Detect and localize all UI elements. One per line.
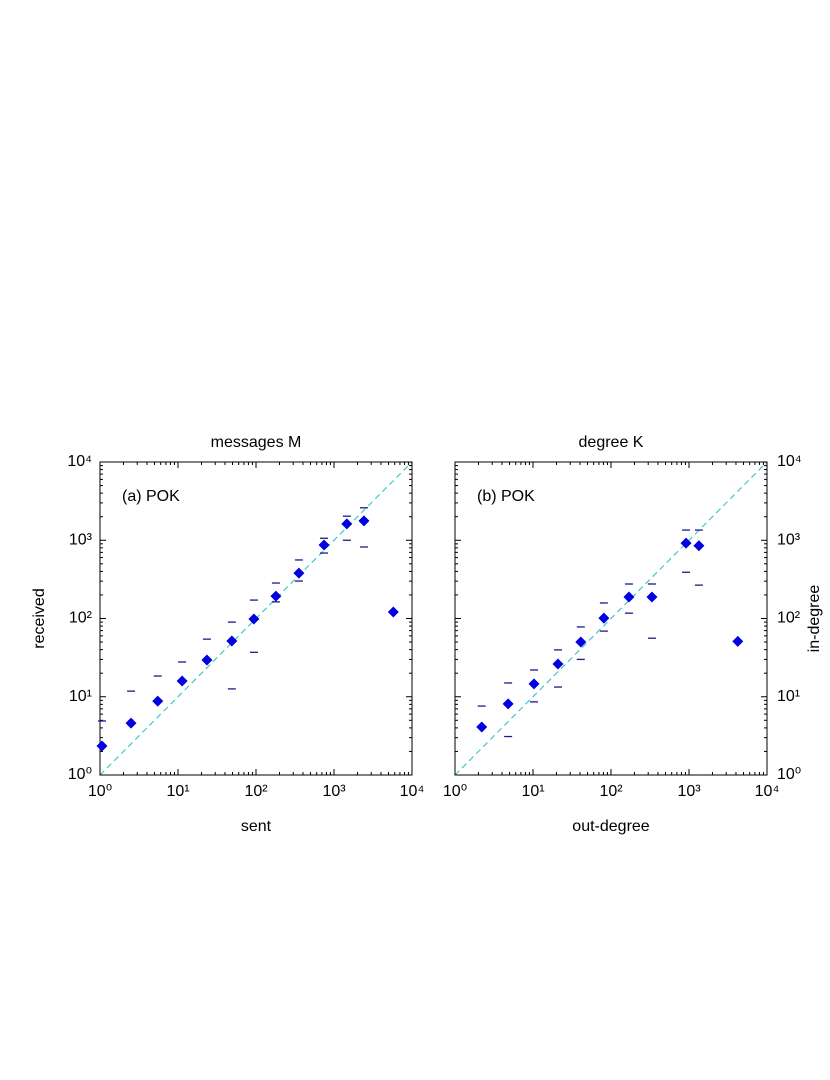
point	[152, 695, 164, 707]
point	[293, 567, 305, 579]
reference-line	[454, 461, 768, 776]
chart-title: messages M	[211, 434, 302, 451]
point	[248, 613, 260, 625]
point	[358, 515, 370, 527]
point	[96, 740, 108, 752]
x-tick-label: 10⁴	[400, 783, 425, 800]
annotation: (a) POK	[122, 488, 180, 505]
y-axis-label: in-degree	[806, 585, 823, 653]
x-tick-label: 10³	[322, 783, 346, 800]
point	[270, 590, 282, 602]
point	[575, 636, 587, 648]
point	[341, 518, 353, 530]
y-axis-label: received	[31, 588, 48, 648]
point	[387, 606, 399, 618]
point	[176, 675, 188, 687]
x-tick-label: 10⁰	[443, 783, 467, 800]
point	[732, 635, 744, 647]
x-axis-label: out-degree	[572, 818, 649, 835]
point	[646, 591, 658, 603]
y-tick-label: 10²	[777, 610, 801, 627]
point	[201, 654, 213, 666]
point	[502, 698, 514, 710]
y-tick-label: 10³	[777, 531, 801, 548]
y-tick-label: 10²	[69, 610, 93, 627]
y-tick-label: 10³	[69, 531, 93, 548]
point	[598, 612, 610, 624]
y-tick-label: 10⁴	[67, 453, 92, 470]
y-tick-label: 10⁰	[68, 766, 92, 783]
x-tick-label: 10³	[677, 783, 701, 800]
x-tick-label: 10²	[599, 783, 623, 800]
x-tick-label: 10⁴	[755, 783, 780, 800]
point	[528, 678, 540, 690]
point	[318, 539, 330, 551]
y-tick-label: 10¹	[777, 688, 800, 705]
x-tick-label: 10¹	[521, 783, 544, 800]
y-tick-label: 10⁰	[777, 766, 801, 783]
panel: 10⁰ 10¹ 10² 10³ 10⁴ 10⁰ 10¹ 10² 10³ 10⁴ messages M…	[31, 434, 424, 835]
y-tick-label: 10⁴	[777, 453, 802, 470]
point	[680, 537, 692, 549]
point	[125, 717, 137, 729]
annotation: (b) POK	[477, 488, 535, 505]
x-tick-label: 10¹	[166, 783, 189, 800]
point	[623, 591, 635, 603]
chart-title: degree K	[579, 434, 644, 451]
y-tick-label: 10¹	[69, 688, 92, 705]
point	[693, 540, 705, 552]
point	[226, 635, 238, 647]
x-tick-label: 10⁰	[88, 783, 112, 800]
point	[476, 721, 488, 733]
x-tick-label: 10²	[244, 783, 268, 800]
point	[552, 658, 564, 670]
x-axis-label: sent	[241, 818, 272, 835]
